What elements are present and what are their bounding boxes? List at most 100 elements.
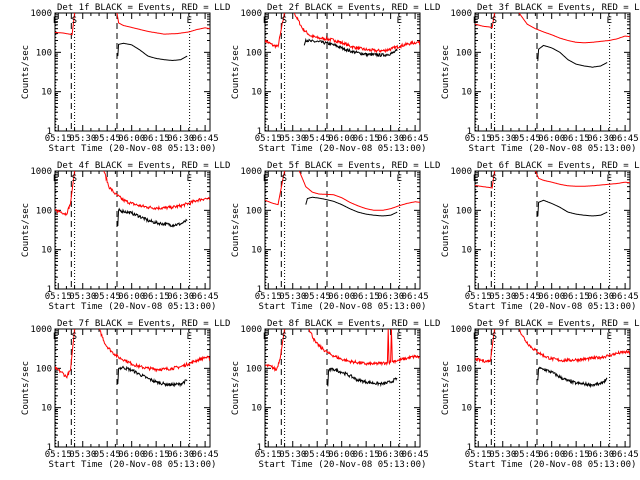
y-axis-label: Counts/sec <box>231 45 241 99</box>
y-tick-label: 1000 <box>450 9 472 19</box>
time-marker-label: S <box>72 332 77 342</box>
lld-series-line <box>475 171 496 189</box>
y-tick-label: 10 <box>461 88 472 98</box>
x-tick-label: 05:45 <box>304 292 331 302</box>
plot-frame <box>54 12 211 132</box>
lld-series-line <box>55 171 76 217</box>
x-tick-label: 05:45 <box>94 292 121 302</box>
panel-title: Det 7f BLACK = Events, RED = LLD <box>57 319 230 329</box>
x-tick-label: 05:15 <box>465 134 492 144</box>
x-tick-label: 06:30 <box>587 134 614 144</box>
x-tick-label: 05:45 <box>94 450 121 460</box>
x-tick-label: 06:15 <box>563 450 590 460</box>
x-tick-label: 05:45 <box>514 450 541 460</box>
x-tick-label: 06:15 <box>563 134 590 144</box>
y-tick-label: 1000 <box>450 167 472 177</box>
time-marker-label: E <box>187 16 192 26</box>
lld-series-line <box>98 329 210 373</box>
lld-series-line <box>265 329 286 373</box>
x-tick-label: 05:15 <box>45 292 72 302</box>
x-tick-label: 05:15 <box>255 450 282 460</box>
y-tick-label: 10 <box>251 246 262 256</box>
x-tick-label: 05:15 <box>465 450 492 460</box>
panel-title: Det 6f BLACK = Events, RED = LLD <box>477 161 640 171</box>
y-tick-label: 100 <box>246 364 262 374</box>
y-tick-label: 1000 <box>240 167 262 177</box>
x-axis-label: Start Time (20-Nov-08 05:13:00) <box>259 302 427 312</box>
lld-series-line <box>534 171 630 187</box>
y-tick-label: 1000 <box>30 167 52 177</box>
plot-frame <box>474 12 631 132</box>
y-tick-label: 1000 <box>450 325 472 335</box>
panel-7: Det 7f BLACK = Events, RED = LLD 1 10 100 10… <box>21 319 230 470</box>
lld-series-line <box>265 13 286 50</box>
time-marker-label: E <box>263 174 268 184</box>
lld-series-line <box>519 329 630 363</box>
y-tick-label: 1 <box>47 443 52 453</box>
plot-frame <box>264 12 421 132</box>
plot-frame <box>474 170 631 290</box>
x-axis-label: Start Time (20-Nov-08 05:13:00) <box>49 302 217 312</box>
lld-series-line <box>475 13 496 29</box>
x-tick-label: 06:00 <box>538 292 565 302</box>
x-tick-label: 05:30 <box>489 134 516 144</box>
x-tick-label: 05:15 <box>45 450 72 460</box>
lld-series-line <box>265 171 286 206</box>
y-tick-label: 1000 <box>240 9 262 19</box>
time-marker-label: E <box>473 174 478 184</box>
y-tick-label: 1 <box>257 285 262 295</box>
time-marker-label: E <box>397 332 402 342</box>
y-axis-label: Counts/sec <box>231 203 241 257</box>
panel-2: Det 2f BLACK = Events, RED = LLD 1 10 100 10… <box>231 3 440 154</box>
time-marker-label: E <box>607 16 612 26</box>
x-axis-label: Start Time (20-Nov-08 05:13:00) <box>469 144 637 154</box>
y-tick-label: 1000 <box>240 325 262 335</box>
events-series-line <box>117 365 188 388</box>
panel-3: Det 3f BLACK = Events, RED = LLD 1 10 100 10… <box>441 3 640 154</box>
y-tick-label: 1000 <box>30 9 52 19</box>
events-series-line <box>537 366 608 389</box>
x-tick-label: 06:15 <box>143 292 170 302</box>
time-marker-label: E <box>263 16 268 26</box>
y-tick-label: 10 <box>251 88 262 98</box>
events-series-line <box>327 367 398 388</box>
x-axis-label: Start Time (20-Nov-08 05:13:00) <box>469 302 637 312</box>
panel-title: Det 1f BLACK = Events, RED = LLD <box>57 3 230 13</box>
y-tick-label: 100 <box>36 364 52 374</box>
x-axis-label: Start Time (20-Nov-08 05:13:00) <box>469 460 637 470</box>
x-tick-label: 05:45 <box>304 450 331 460</box>
x-tick-label: 06:00 <box>328 134 355 144</box>
panel-title: Det 5f BLACK = Events, RED = LLD <box>267 161 440 171</box>
x-tick-label: 05:15 <box>255 134 282 144</box>
y-tick-label: 1 <box>467 127 472 137</box>
panel-title: Det 4f BLACK = Events, RED = LLD <box>57 161 230 171</box>
x-tick-label: 05:30 <box>279 134 306 144</box>
lld-series-line <box>308 329 420 367</box>
events-series-line <box>537 44 608 68</box>
y-tick-label: 100 <box>246 206 262 216</box>
x-tick-label: 06:30 <box>167 292 194 302</box>
time-marker-label: S <box>492 174 497 184</box>
lld-series-line <box>55 13 76 36</box>
y-tick-label: 100 <box>456 206 472 216</box>
plot-frame <box>264 170 421 290</box>
time-marker-label: S <box>492 332 497 342</box>
x-tick-label: 06:45 <box>192 292 219 302</box>
y-tick-label: 100 <box>246 48 262 58</box>
y-tick-label: 1 <box>467 285 472 295</box>
y-axis-label: Counts/sec <box>441 203 451 257</box>
plot-frame <box>54 170 211 290</box>
x-tick-label: 06:00 <box>118 134 145 144</box>
time-marker-label: S <box>72 16 77 26</box>
x-tick-label: 05:15 <box>255 292 282 302</box>
x-tick-label: 06:00 <box>118 292 145 302</box>
events-series-line <box>117 207 188 228</box>
x-tick-label: 06:30 <box>167 134 194 144</box>
x-tick-label: 05:15 <box>465 292 492 302</box>
x-tick-label: 06:30 <box>587 292 614 302</box>
x-tick-label: 05:45 <box>514 134 541 144</box>
time-marker-label: S <box>282 174 287 184</box>
x-tick-label: 06:15 <box>563 292 590 302</box>
events-series-line <box>537 199 608 217</box>
x-tick-label: 06:30 <box>587 450 614 460</box>
